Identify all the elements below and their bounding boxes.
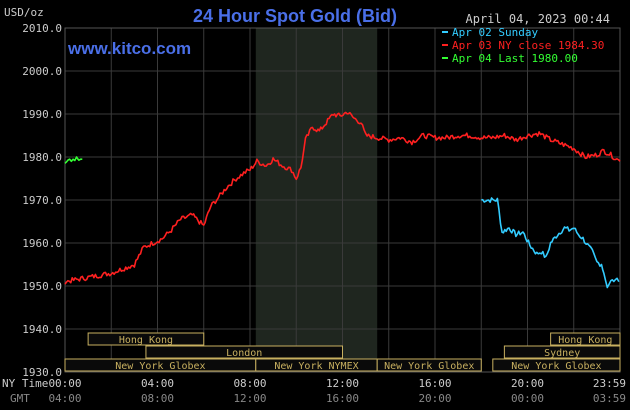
series-line: [481, 197, 620, 289]
market-sessions: Hong Kong Hong Kong London Sydney New York G…: [64, 332, 621, 372]
y-tick-label: 1950.0: [22, 280, 62, 293]
x-tick-gmt: 00:00: [511, 392, 544, 405]
market-session-label: Hong Kong: [558, 335, 612, 346]
y-tick-label: 1970.0: [22, 194, 62, 207]
x-tick-ny: 20:00: [511, 377, 544, 390]
x-tick-gmt: 08:00: [141, 392, 174, 405]
y-tick-label: 1940.0: [22, 323, 62, 336]
currency-label: USD/oz: [4, 6, 44, 19]
x-tick-gmt: 20:00: [418, 392, 451, 405]
x-tick-gmt: 04:00: [48, 392, 81, 405]
x-tick-ny: 00:00: [48, 377, 81, 390]
plot-border: [64, 27, 621, 373]
y-tick-label: 1930.0: [22, 366, 62, 379]
y-tick-label: 2000.0: [22, 65, 62, 78]
gmt-label: GMT: [10, 392, 30, 405]
y-axis: 1930.0 1940.0 1950.0 1960.0 1970.0 1980.0 1990…: [22, 22, 62, 379]
x-tick-ny: 23:59: [593, 377, 626, 390]
market-session-box: [376, 358, 482, 372]
x-tick-ny: 16:00: [418, 377, 451, 390]
market-session-label: New York Globex: [384, 361, 474, 372]
x-tick-gmt: 16:00: [326, 392, 359, 405]
market-session-box: [550, 332, 621, 346]
market-session-box: [87, 332, 205, 346]
x-axis: 00:00 04:00 04:00 08:00 08:00 12:00 12:00 16:00…: [48, 377, 626, 405]
legend-entry: Apr 02 Sunday: [452, 26, 538, 39]
watermark: www.kitco.com: [67, 39, 191, 58]
y-tick-label: 1980.0: [22, 151, 62, 164]
x-tick-gmt: 12:00: [233, 392, 266, 405]
market-session-box: [145, 345, 343, 359]
series-line: [64, 156, 83, 164]
legend-entry: Apr 03 NY close 1984.30: [452, 39, 604, 52]
market-session-label: New York Globex: [511, 361, 601, 372]
x-tick-ny: 04:00: [141, 377, 174, 390]
x-tick-ny: 12:00: [326, 377, 359, 390]
market-session-label: New York NYMEX: [274, 361, 358, 372]
y-tick-label: 1990.0: [22, 108, 62, 121]
market-session-label: Sydney: [544, 348, 580, 359]
market-session-box: [492, 358, 621, 372]
x-tick-ny: 08:00: [233, 377, 266, 390]
datetime-label: April 04, 2023 00:44: [466, 12, 611, 26]
chart-title: 24 Hour Spot Gold (Bid): [193, 6, 397, 26]
y-tick-label: 2010.0: [22, 22, 62, 35]
legend-entry: Apr 04 Last 1980.00: [452, 52, 578, 65]
market-session-label: New York Globex: [115, 361, 205, 372]
market-session-label: London: [226, 348, 262, 359]
y-tick-label: 1960.0: [22, 237, 62, 250]
ny-time-label: NY Time: [2, 377, 48, 390]
market-session-box: [503, 345, 621, 359]
market-session-label: Hong Kong: [119, 335, 173, 346]
series-line: [64, 111, 621, 285]
plot-area: [64, 27, 621, 373]
x-tick-gmt: 03:59: [593, 392, 626, 405]
